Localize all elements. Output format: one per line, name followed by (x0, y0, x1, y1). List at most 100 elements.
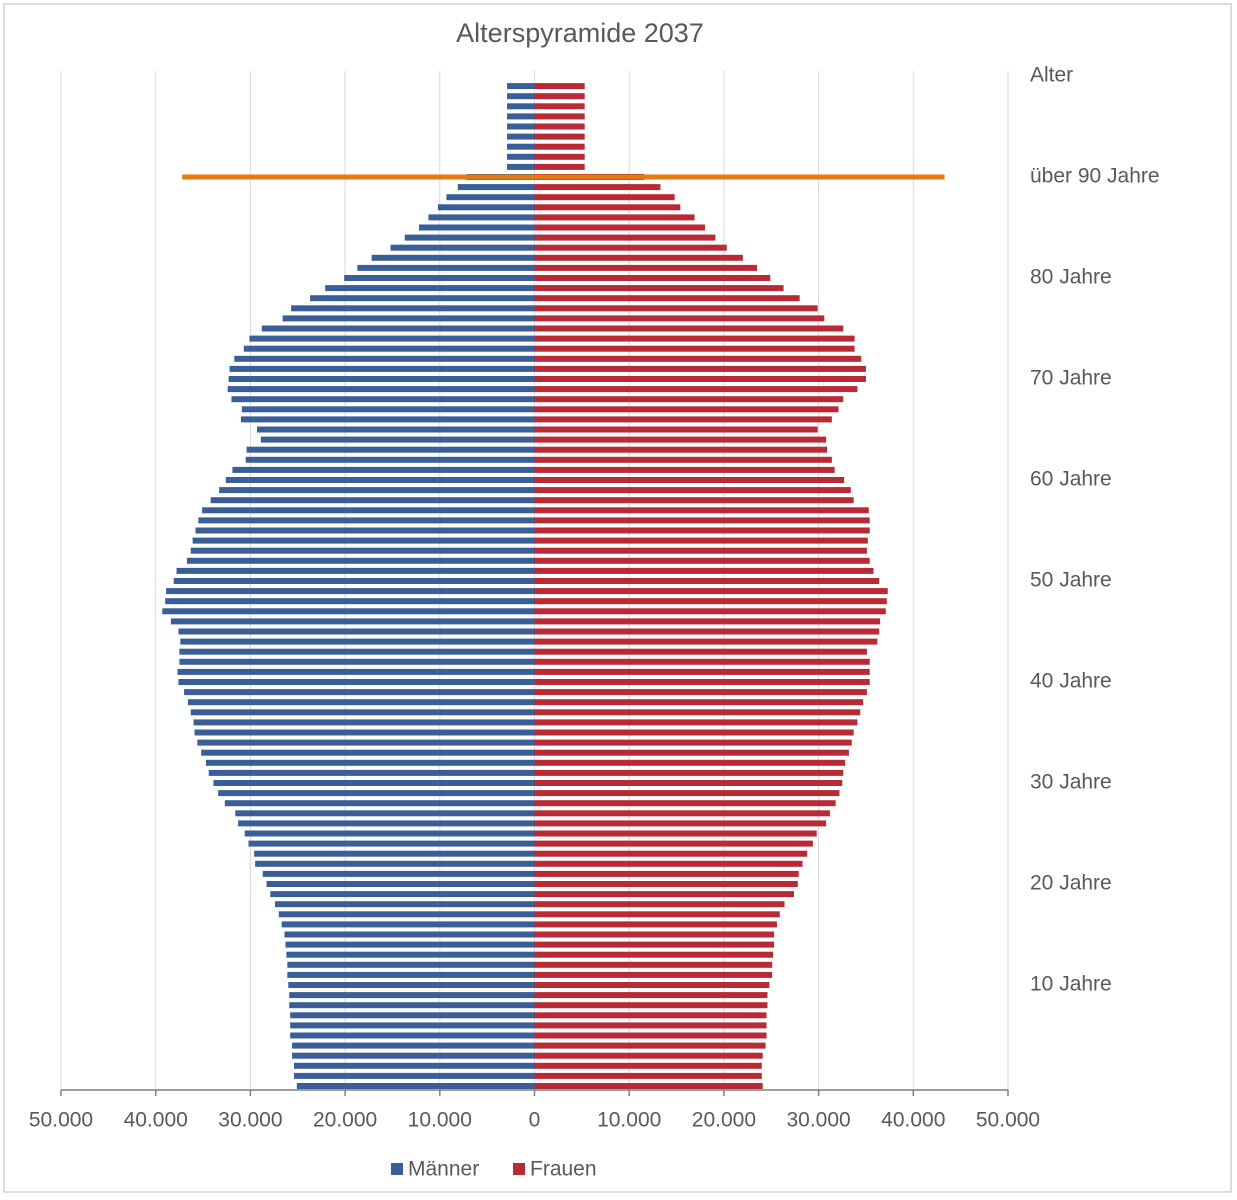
bar (534, 638, 878, 645)
bar (534, 648, 867, 655)
bar (248, 840, 535, 847)
bar (534, 275, 771, 281)
bar (534, 194, 675, 201)
bar (534, 668, 870, 675)
bar (286, 951, 535, 958)
bar (162, 608, 535, 615)
bar (201, 749, 535, 756)
legend-swatch (391, 1163, 403, 1175)
bar (257, 426, 535, 433)
bar (179, 648, 535, 655)
bar (534, 234, 716, 241)
bar (534, 588, 888, 595)
bar (187, 699, 535, 706)
bar (534, 466, 835, 473)
bar (534, 709, 861, 716)
legend-swatch (513, 1163, 525, 1175)
bar (194, 729, 535, 736)
bar (534, 1022, 767, 1029)
bar (534, 1072, 762, 1079)
bar (243, 345, 535, 352)
bar (534, 780, 843, 786)
legend-label: Frauen (530, 1158, 597, 1181)
bar (534, 426, 818, 433)
bar (507, 103, 535, 110)
y-category-label: 70 Jahre (1030, 367, 1112, 390)
bar (534, 820, 827, 827)
bar (227, 386, 535, 393)
bar (534, 1002, 768, 1009)
bar (249, 335, 535, 342)
bar (534, 931, 775, 938)
bar (173, 578, 535, 584)
x-tick-label: 40.000 (124, 1109, 188, 1132)
bar (357, 264, 535, 271)
bar (534, 800, 836, 807)
bar (534, 1032, 767, 1039)
bar (507, 123, 535, 130)
bar (507, 163, 535, 170)
bar (190, 547, 535, 554)
bar (534, 739, 852, 746)
bar (534, 759, 846, 766)
bar (534, 325, 844, 332)
bar (418, 224, 535, 231)
y-category-label: 10 Jahre (1030, 973, 1112, 996)
x-tick-label: 50.000 (976, 1109, 1040, 1132)
y-axis-title: Alter (1030, 64, 1073, 87)
bar (534, 517, 870, 524)
bar (534, 850, 808, 857)
bar (261, 325, 535, 332)
bar (534, 527, 870, 534)
bar (198, 517, 535, 524)
x-tick-label: 30.000 (218, 1109, 282, 1132)
bar (534, 376, 866, 382)
bar (534, 153, 585, 160)
bar (186, 557, 535, 564)
bar (534, 224, 705, 231)
bar (245, 456, 535, 463)
bar (534, 295, 800, 302)
bar (234, 355, 535, 362)
bar (534, 406, 839, 413)
x-tick-label: 10.000 (408, 1109, 472, 1132)
bar (190, 709, 535, 716)
bar (534, 911, 780, 918)
bar (275, 901, 535, 908)
bar (534, 93, 585, 100)
bar (292, 1052, 535, 1059)
bar (228, 376, 535, 382)
bar (507, 83, 535, 90)
bar (534, 658, 870, 665)
bar (205, 759, 535, 766)
bar (446, 194, 535, 201)
bar (534, 628, 880, 635)
bar (534, 1052, 763, 1059)
bar (534, 961, 773, 968)
bar (534, 719, 858, 726)
legend-label: Männer (408, 1158, 479, 1181)
bar (270, 891, 535, 898)
bar (534, 163, 585, 170)
bar (507, 143, 535, 150)
bar (281, 921, 535, 928)
bar (534, 699, 864, 706)
bar (244, 830, 535, 837)
bar (534, 567, 874, 574)
bar (170, 618, 535, 625)
bar (296, 1083, 535, 1089)
bar (293, 1062, 535, 1069)
bar (238, 820, 535, 827)
bar (292, 1042, 535, 1049)
bar (534, 790, 840, 797)
bar (534, 1012, 767, 1019)
y-category-label: 80 Jahre (1030, 266, 1112, 289)
bar (534, 143, 585, 150)
bar (288, 982, 535, 988)
bar (178, 628, 535, 635)
bar (232, 466, 535, 473)
bar (246, 446, 535, 453)
x-tick-label: 20.000 (313, 1109, 377, 1132)
bar (534, 769, 844, 776)
